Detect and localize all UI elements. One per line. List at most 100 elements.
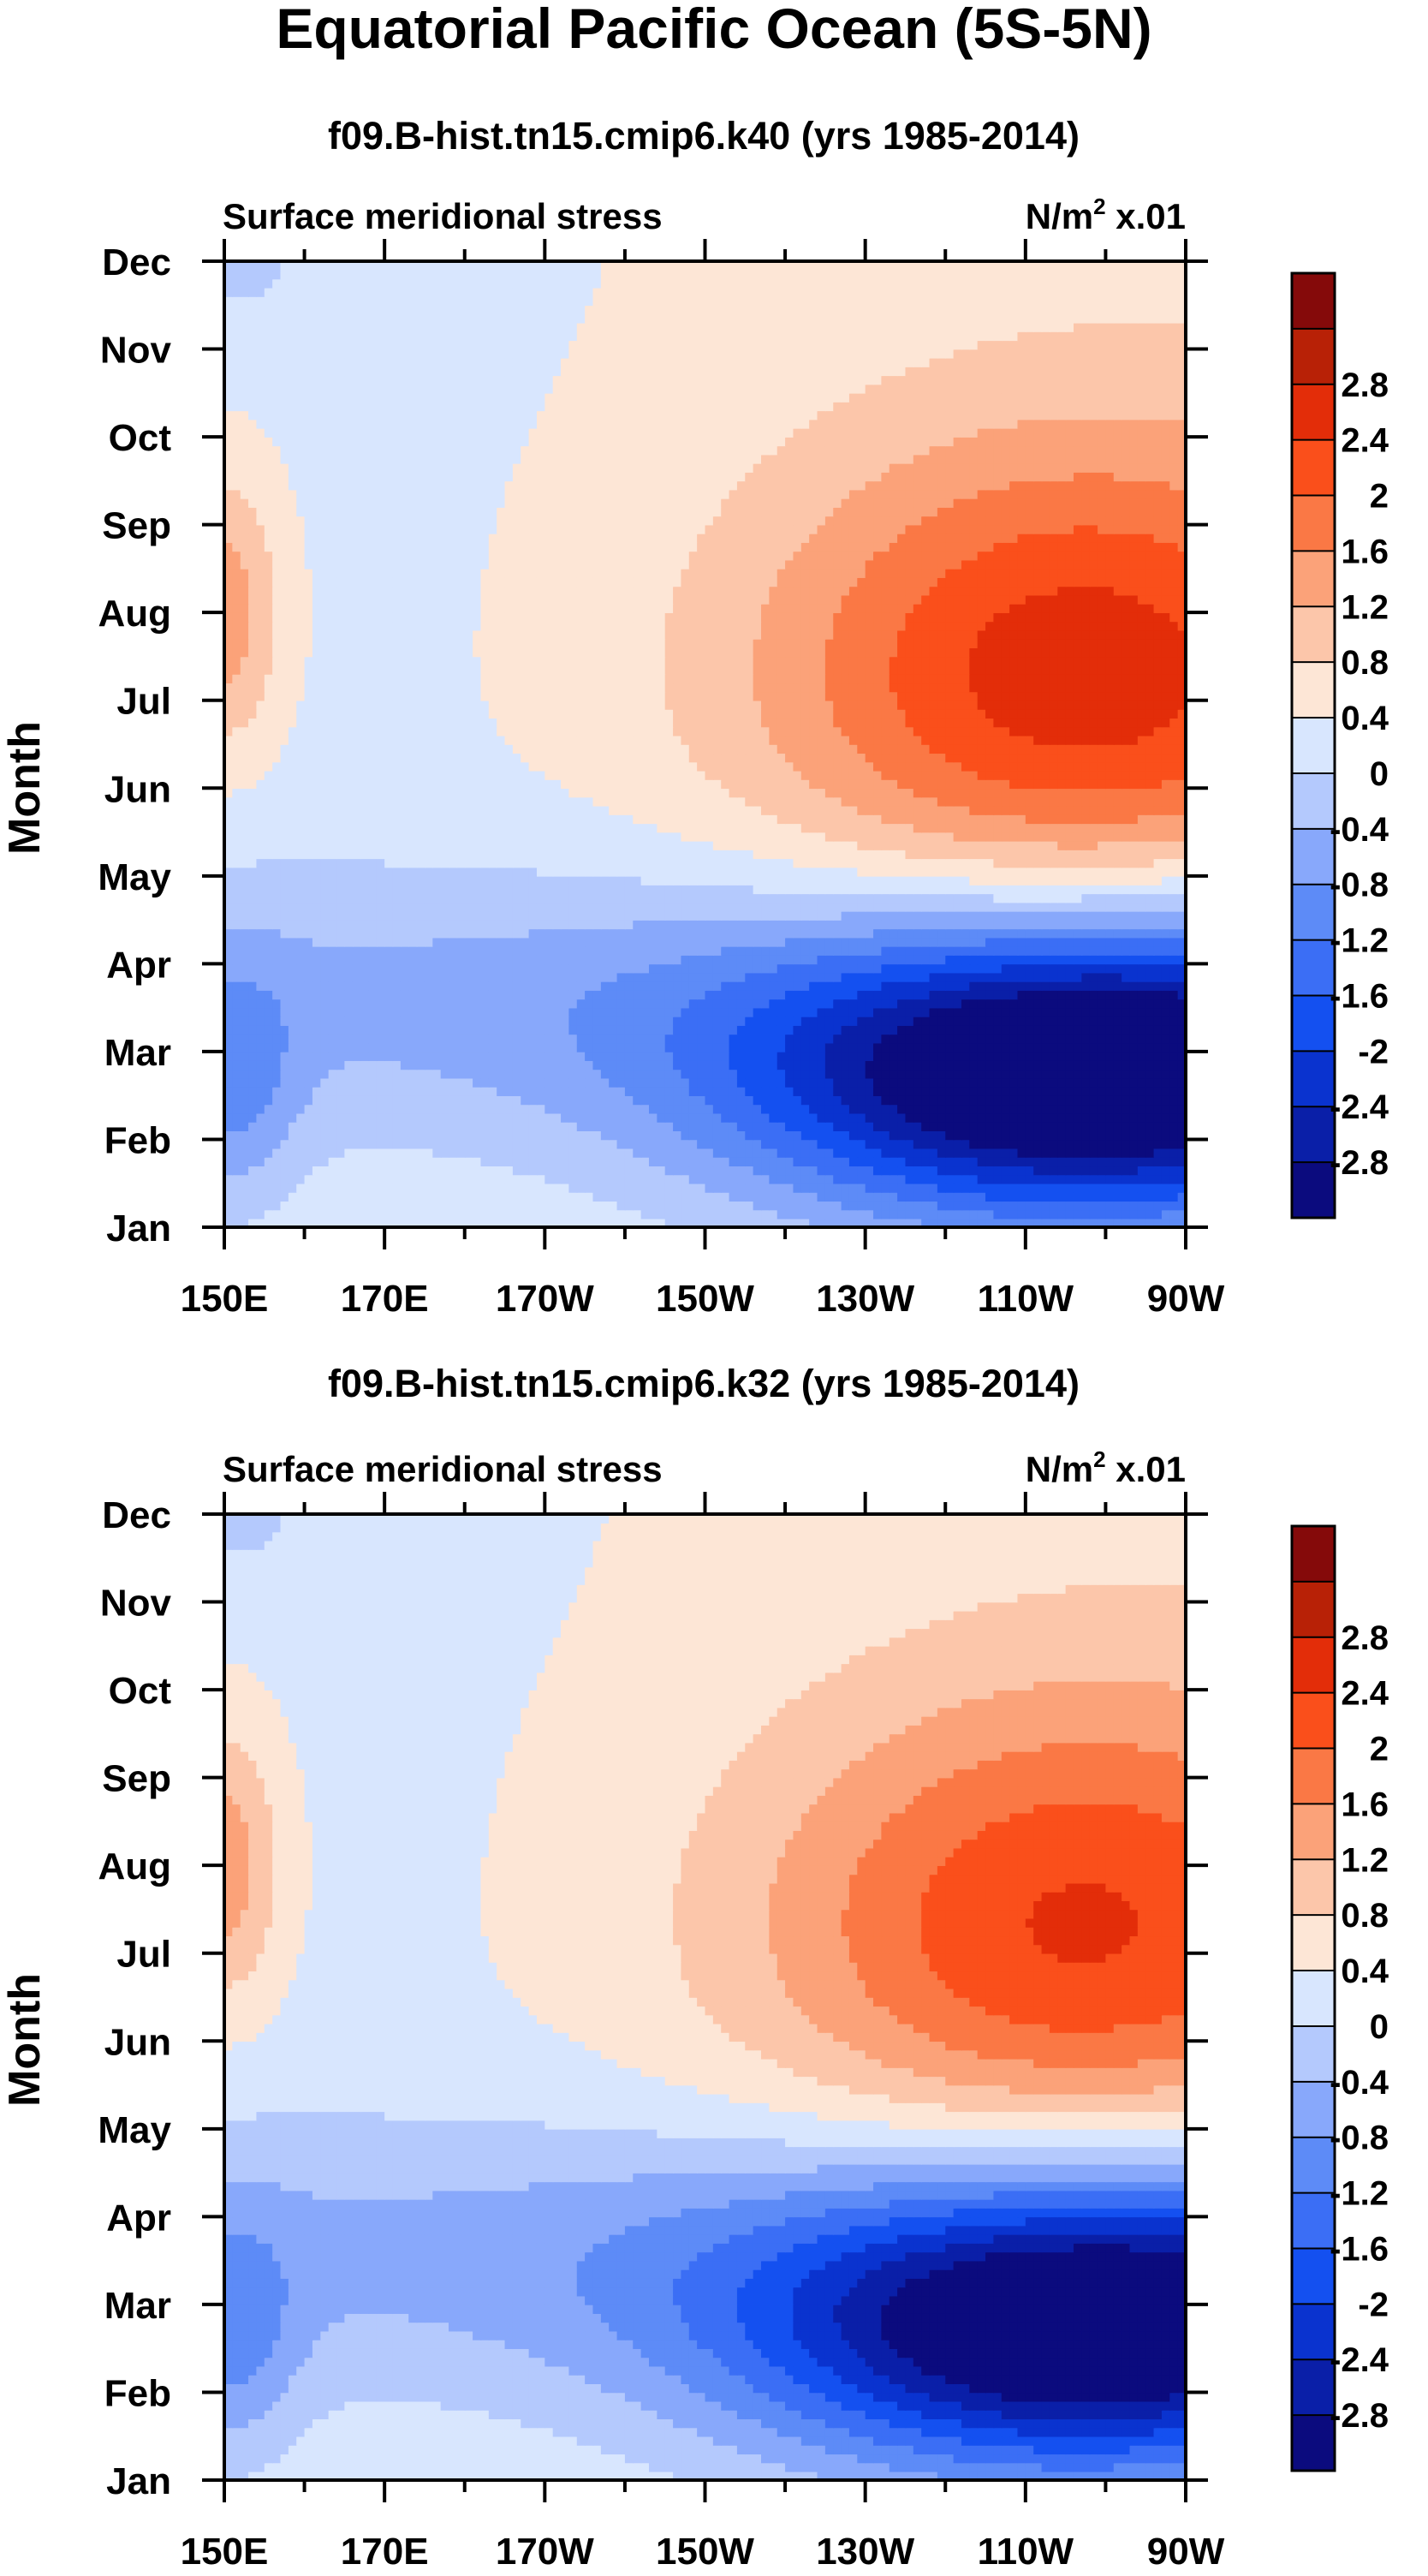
field-cell [1033,1192,1042,1202]
field-cell [761,1157,770,1166]
field-cell [657,1201,665,1210]
field-cell [329,1192,337,1202]
field-cell [809,1174,818,1184]
field-cell [312,1166,321,1175]
field-cell [729,1148,738,1158]
field-cell [818,1139,826,1148]
field-cell [401,1174,409,1184]
field-cell [1074,1148,1082,1158]
field-cell [801,1157,810,1166]
field-cell [833,1139,842,1148]
field-cell [673,1184,681,1193]
field-cell [265,1139,273,1148]
field-cell [729,1157,738,1166]
field-cell [360,1174,369,1184]
field-cell [417,1139,425,1148]
field-cell [745,1166,753,1175]
field-cell [930,1192,938,1202]
field-cell [713,1201,722,1210]
field-cell [281,1201,289,1210]
field-cell [465,1192,473,1202]
field-cell [818,1174,826,1184]
field-cell [641,1184,650,1193]
field-cell [265,1184,273,1193]
field-cell [777,1209,786,1219]
field-cell [1074,1139,1082,1148]
field-cell [961,1174,970,1184]
field-cell [961,1166,970,1175]
field-cell [241,1209,249,1219]
field-cell [1145,1209,1154,1219]
field-cell [713,1174,722,1184]
field-cell [954,1184,962,1193]
field-cell [1098,1157,1106,1166]
field-cell [344,1166,353,1175]
field-cell [529,1157,538,1166]
field-cell [1145,1192,1154,1202]
field-cell [1074,1209,1082,1219]
field-cell [272,1201,281,1210]
field-cell [777,1139,786,1148]
field-cell [489,1157,497,1166]
field-cell [745,1201,753,1210]
field-cell [713,1139,722,1148]
field-cell [449,1139,457,1148]
field-cell [969,1166,978,1175]
field-cell [737,1209,746,1219]
field-cell [945,1166,954,1175]
field-cell [849,1201,858,1210]
field-cell [657,1148,665,1158]
field-cell [432,1174,441,1184]
field-cell [1009,1184,1018,1193]
field-cell [801,1139,810,1148]
field-cell [353,1184,361,1193]
field-cell [320,1174,329,1184]
field-cell [353,1166,361,1175]
field-cell [689,1201,698,1210]
field-cell [617,1201,626,1210]
field-cell [930,1139,938,1148]
field-cell [281,1184,289,1193]
field-cell [1026,1174,1034,1184]
field-cell [561,1166,569,1175]
field-cell [641,1148,650,1158]
field-cell [737,1157,746,1166]
field-cell [1009,1209,1018,1219]
field-cell [513,1192,521,1202]
field-cell [592,1209,601,1219]
field-cell [930,1184,938,1193]
field-cell [1114,1184,1122,1193]
field-cell [793,1166,801,1175]
field-cell [866,1148,874,1158]
field-cell [809,1157,818,1166]
field-cell [913,1184,922,1193]
y-axis-label: Month [0,721,50,855]
field-cell [866,1184,874,1193]
field-cell [417,1209,425,1219]
field-cell [1081,1192,1090,1202]
field-cell [1074,1184,1082,1193]
field-cell [473,1209,481,1219]
field-cell [393,1166,402,1175]
field-cell [881,1184,890,1193]
field-cell [1162,1148,1170,1158]
field-cell [368,1157,377,1166]
field-cell [537,1148,545,1158]
field-cell [1138,1192,1146,1202]
field-cell [705,1157,714,1166]
field-cell [513,1139,521,1148]
field-cell [793,1209,801,1219]
figure: Equatorial Pacific Ocean (5S-5N) f09.B-h… [0,0,1428,2576]
field-cell [449,1201,457,1210]
field-cell [769,1166,777,1175]
field-cell [312,1184,321,1193]
field-cell [497,1166,505,1175]
field-cell [1129,1139,1138,1148]
field-cell [265,1166,273,1175]
field-cell [697,1201,705,1210]
field-cell [473,1139,481,1148]
field-cell [833,1209,842,1219]
field-cell [985,1139,994,1148]
field-cell [978,1174,986,1184]
field-cell [1042,1166,1050,1175]
